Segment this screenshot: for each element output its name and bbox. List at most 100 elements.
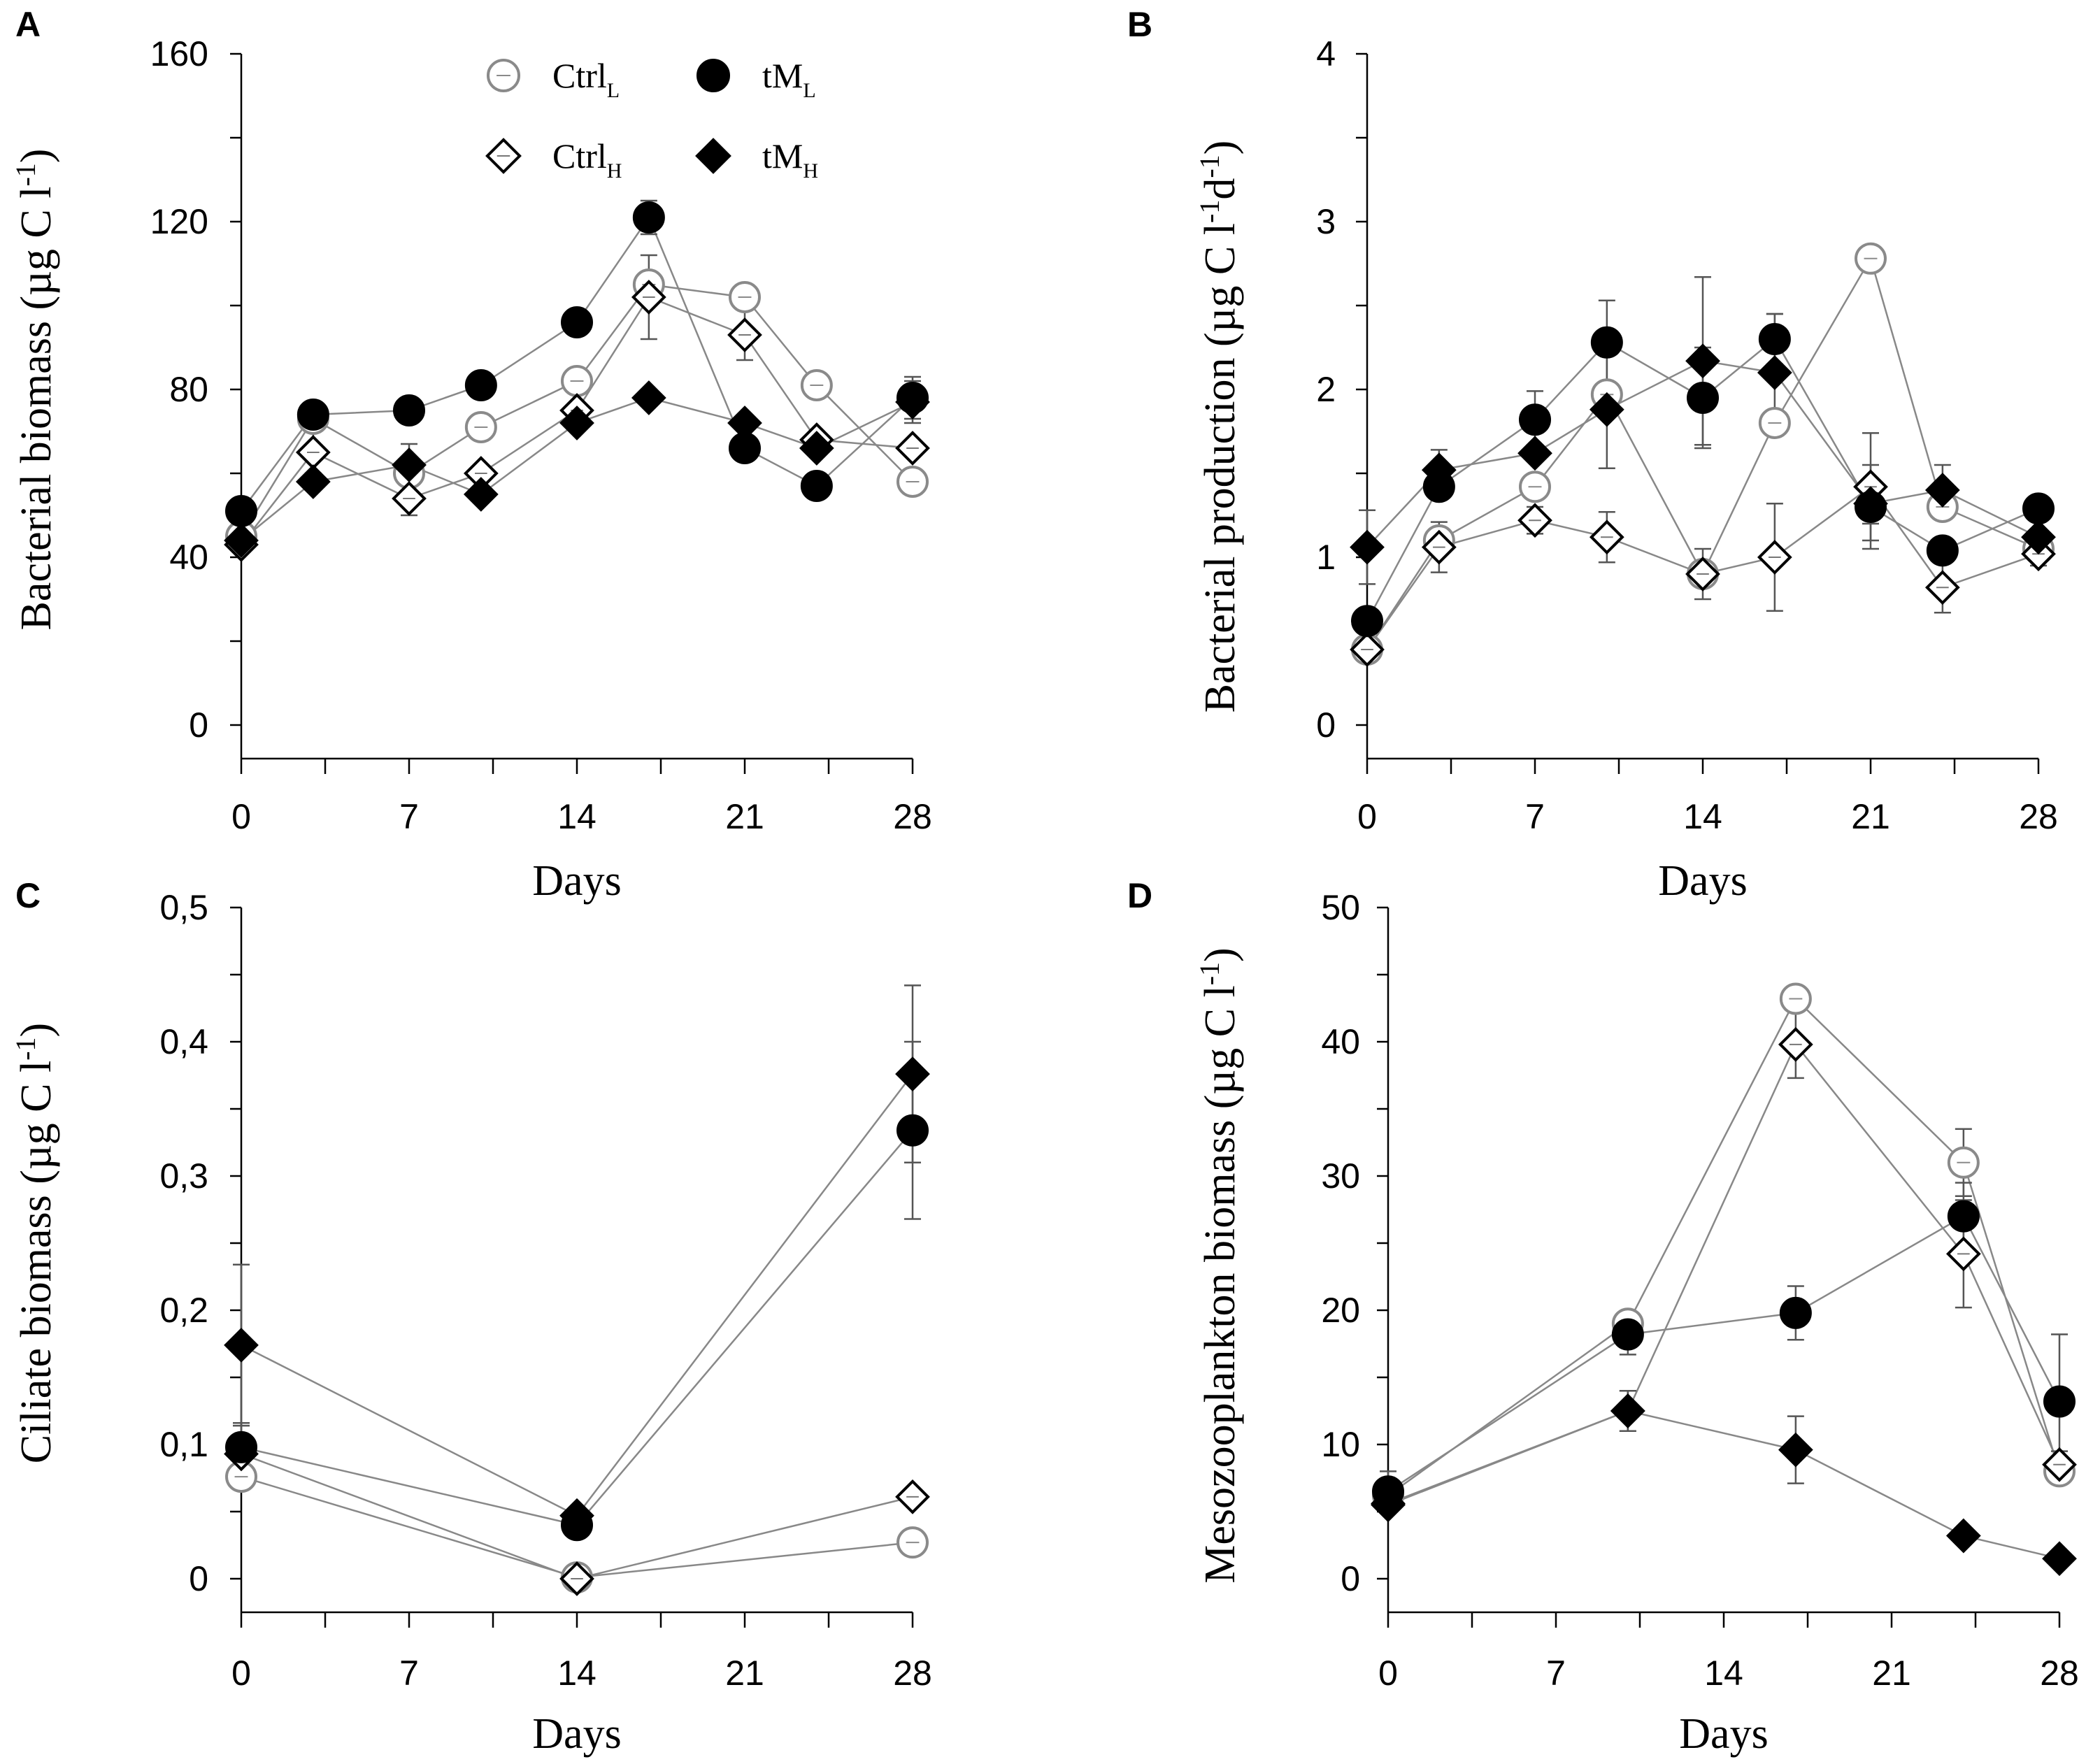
y-axis-title-superscript: -1 [1194, 200, 1225, 223]
panel-b: B 0 1 2 3 4 0 7 14 21 28 Days Bacterial production (… [1127, 5, 2058, 905]
y-tick-label: 0,3 [159, 1156, 208, 1196]
panel-c: C 0 0,1 0,2 0,3 0,4 0,5 0 7 14 21 28 Days Ciliate bio… [10, 876, 932, 1758]
legend-label-sub: H [803, 159, 818, 182]
data-point-tmL [1590, 326, 1623, 359]
x-tick-label: 0 [231, 797, 251, 836]
legend-label-sub: H [607, 159, 622, 182]
y-axis-title-part: Mesozooplankton biomass (µg C l [1196, 985, 1244, 1583]
data-point-tmH [1945, 1518, 1981, 1554]
y-axis-title-superscript: -1 [10, 1037, 41, 1060]
y-tick-label: 80 [169, 370, 208, 409]
legend-item-tmH: tMH [695, 136, 818, 182]
y-tick-label: 0,2 [159, 1291, 208, 1330]
data-point-tmH [1924, 473, 1960, 508]
y-tick-label: 10 [1321, 1425, 1360, 1464]
data-point-tmH [1350, 529, 1385, 565]
series-line-ctrlH [1387, 1042, 2061, 1506]
legend-label: tML [762, 56, 816, 102]
panel-a: A 0 40 80 120 160 0 7 14 21 28 Days Bacterial biomas… [10, 5, 932, 905]
legend-label-sub: L [803, 79, 815, 102]
x-tick-label: 0 [1357, 797, 1377, 836]
x-axis-title: Days [1679, 1710, 1768, 1758]
data-point-tmL [561, 306, 593, 338]
y-tick-label: 0,4 [159, 1022, 208, 1061]
y-axis-title-part: d [1196, 178, 1244, 200]
y-tick-label: 0,5 [159, 888, 208, 927]
data-point-tmL [561, 1509, 593, 1542]
data-point-tmL [1422, 471, 1455, 503]
data-point-tmH [392, 447, 427, 482]
y-axis-title: Ciliate biomass (µg C l-1) [10, 1023, 60, 1463]
data-point-tmH [895, 1056, 930, 1091]
x-tick-label: 21 [725, 1654, 764, 1693]
x-tick-label: 21 [725, 797, 764, 836]
y-axis-title-part: ) [13, 1023, 60, 1038]
data-point-tmH [1685, 343, 1720, 379]
panel-letter: C [15, 876, 41, 915]
y-tick-label: 40 [169, 538, 208, 577]
data-point-tmL [1947, 1200, 1980, 1233]
data-point-tmL [225, 495, 257, 527]
data-point-tmH [799, 431, 834, 466]
data-point-tmL [2022, 492, 2055, 525]
data-point-tmH [224, 523, 259, 558]
y-axis-title-part: ) [1196, 141, 1244, 155]
x-tick-label: 7 [399, 797, 419, 836]
legend-item-ctrlH: CtrlH [485, 136, 622, 182]
panel-letter: B [1127, 5, 1152, 44]
panel-letter: D [1127, 876, 1152, 915]
x-tick-label: 28 [2040, 1654, 2079, 1693]
legend-item-ctrlL: CtrlL [487, 56, 620, 102]
data-point-tmL [1611, 1318, 1644, 1351]
x-axis-title: Days [1658, 857, 1747, 905]
legend-label: CtrlL [552, 56, 620, 102]
x-tick-label: 14 [557, 1654, 596, 1693]
y-tick-label: 4 [1316, 34, 1336, 73]
data-point-tmH [1757, 355, 1792, 390]
x-tick-label: 7 [399, 1654, 419, 1693]
y-tick-label: 20 [1321, 1291, 1360, 1330]
legend-label: CtrlH [552, 136, 622, 182]
data-point-tmH [559, 406, 594, 440]
data-point-tmL [393, 394, 425, 426]
legend-item-tmL: tML [696, 56, 816, 102]
data-point-tmH [1517, 436, 1552, 471]
x-tick-label: 28 [893, 1654, 932, 1693]
y-tick-label: 1 [1316, 538, 1336, 577]
data-point-tmL [225, 1430, 257, 1463]
data-point-tmL [464, 369, 497, 401]
data-point-tmH [224, 1328, 259, 1363]
legend-label: tMH [762, 136, 818, 182]
x-tick-label: 21 [1851, 797, 1890, 836]
data-point-tmL [800, 470, 833, 502]
data-point-tmL [632, 201, 665, 234]
data-point-tmL [297, 399, 329, 431]
data-point-tmL [896, 382, 929, 414]
y-tick-label: 0,1 [159, 1425, 208, 1464]
data-point-tmH [1589, 392, 1624, 427]
x-tick-label: 0 [231, 1654, 251, 1693]
legend-label-main: tM [762, 136, 803, 175]
y-tick-label: 2 [1316, 370, 1336, 409]
data-point-tmH [631, 380, 666, 415]
y-axis-title-part: Bacterial production (µg C l [1196, 223, 1244, 712]
y-axis-title-superscript: -1 [1194, 155, 1225, 178]
series-line-tmH [241, 1073, 913, 1517]
data-point-tmL [1519, 403, 1551, 436]
data-point-tmH [2021, 519, 2056, 555]
data-point-tmL [1372, 1475, 1404, 1508]
x-tick-label: 28 [893, 797, 932, 836]
data-point-tmH [2042, 1541, 2077, 1577]
x-tick-label: 14 [1683, 797, 1722, 836]
x-tick-label: 14 [1704, 1654, 1743, 1693]
legend-label-main: tM [762, 56, 803, 95]
x-tick-label: 28 [2019, 797, 2058, 836]
data-point-tmH [463, 477, 499, 512]
legend-label-main: Ctrl [552, 56, 607, 95]
panel-letter: A [15, 5, 41, 44]
data-point-tmL [1926, 534, 1959, 567]
y-axis-title-part: Ciliate biomass (µg C l [13, 1061, 60, 1463]
data-point-tmL [1855, 491, 1887, 523]
